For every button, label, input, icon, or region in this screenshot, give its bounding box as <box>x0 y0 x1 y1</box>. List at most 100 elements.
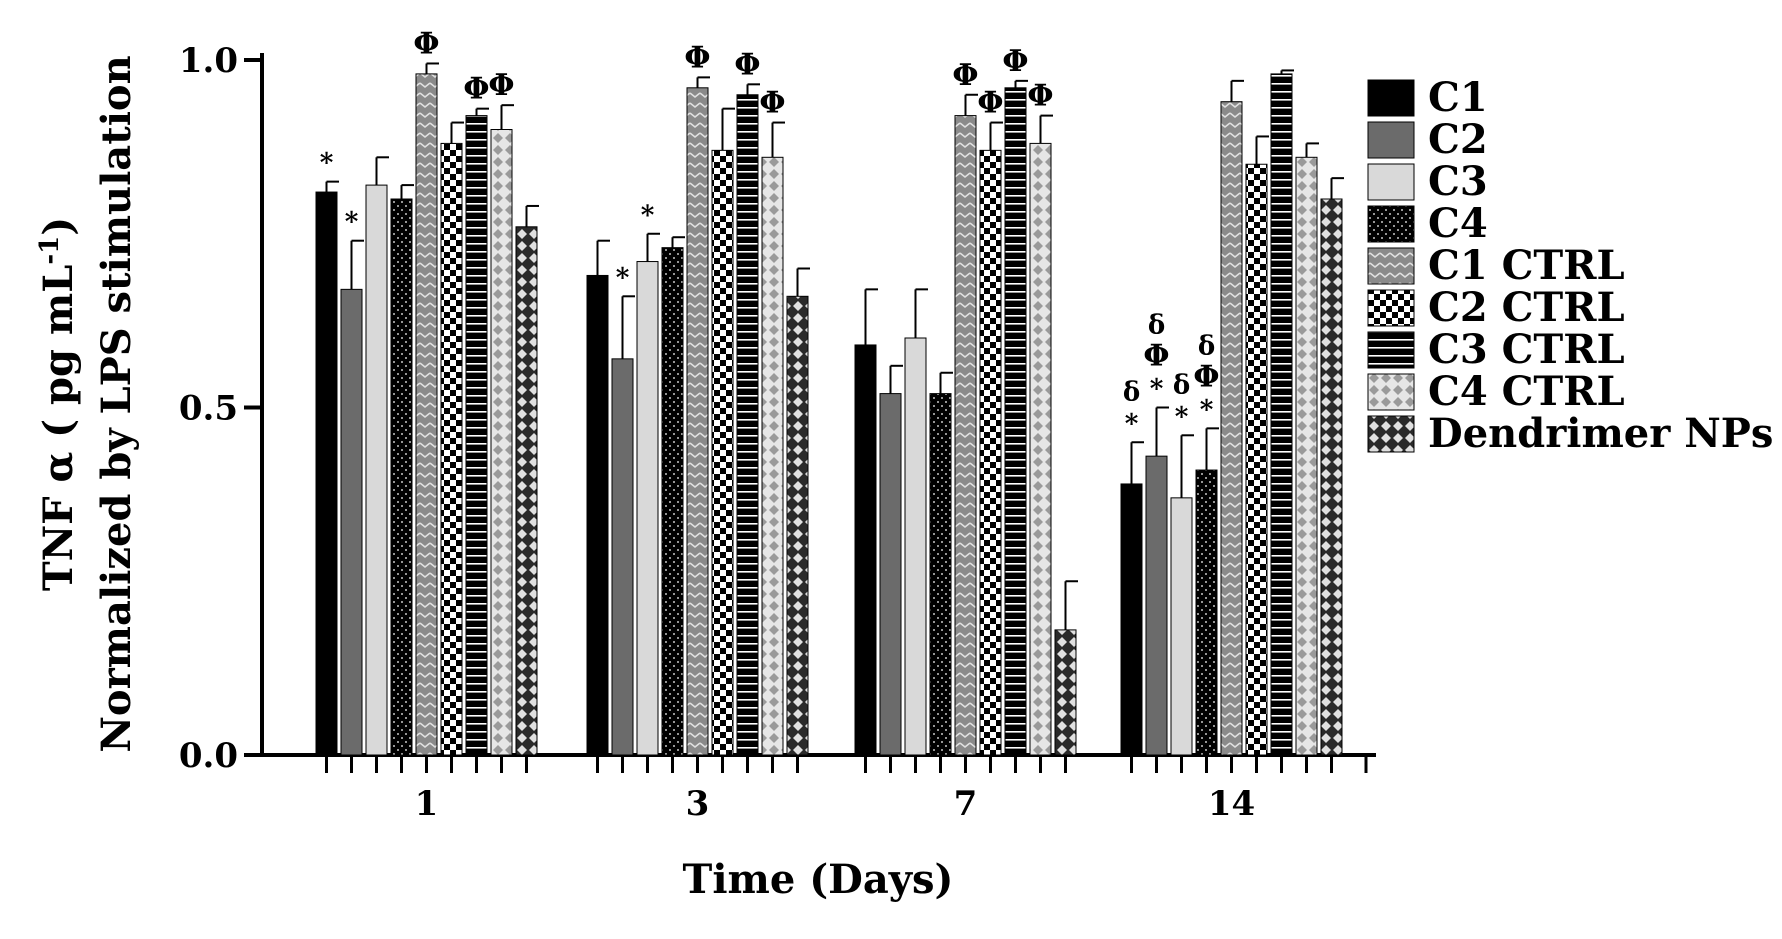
bar <box>1270 73 1293 756</box>
bar <box>490 129 513 756</box>
legend-swatch <box>1367 121 1415 159</box>
legend-swatch <box>1367 289 1415 327</box>
bar <box>1004 87 1027 756</box>
bar <box>904 337 927 756</box>
bar <box>661 247 684 756</box>
significance-mark: Φ <box>463 72 489 107</box>
significance-mark: Φ <box>684 40 710 75</box>
significance-mark: * <box>1125 409 1139 439</box>
bar <box>636 261 659 756</box>
bar <box>390 198 413 756</box>
bar <box>1220 101 1243 756</box>
bar <box>854 344 877 756</box>
bar <box>340 288 363 756</box>
significance-mark: Φ <box>977 86 1003 121</box>
bar <box>979 149 1002 756</box>
y-axis-title-line2: Normalized by LPS stimulation <box>93 55 140 752</box>
legend-label: C3 <box>1428 158 1488 205</box>
significance-mark: Φ <box>413 26 439 61</box>
bar <box>761 156 784 756</box>
legend-label: C4 CTRL <box>1428 368 1625 415</box>
legend-swatch <box>1367 415 1415 453</box>
bar <box>929 393 952 756</box>
bar <box>440 142 463 756</box>
legend-swatch <box>1367 331 1415 369</box>
y-tick-label: 0.0 <box>179 736 238 776</box>
legend-swatch <box>1367 205 1415 243</box>
significance-mark: δ <box>1198 331 1215 361</box>
bar <box>1295 156 1318 756</box>
bar <box>736 94 759 756</box>
legend-label: C1 CTRL <box>1428 242 1625 289</box>
legend-swatch <box>1367 163 1415 201</box>
bar <box>711 149 734 756</box>
significance-mark: δ <box>1148 311 1165 341</box>
bar <box>1029 142 1052 756</box>
bar <box>1320 198 1343 756</box>
bar <box>879 393 902 756</box>
legend-swatch <box>1367 247 1415 285</box>
y-axis-title-line1: TNF α ( pg mL <box>35 265 82 592</box>
x-tick-label: 7 <box>954 784 978 824</box>
bar <box>686 87 709 756</box>
x-tick-label: 14 <box>1208 784 1255 824</box>
bar <box>1195 469 1218 756</box>
significance-mark: * <box>345 208 359 238</box>
significance-mark: * <box>320 149 334 179</box>
significance-mark: * <box>1200 395 1214 425</box>
significance-mark: Φ <box>1193 359 1219 394</box>
x-tick-label: 3 <box>686 784 710 824</box>
legend-label: Dendrimer NPs <box>1428 410 1773 457</box>
y-axis-title-close: ) <box>35 217 82 236</box>
significance-mark: Φ <box>488 68 514 103</box>
bar <box>365 184 388 756</box>
significance-mark: * <box>616 263 630 293</box>
x-axis-title: Time (Days) <box>683 856 954 903</box>
significance-mark: * <box>1175 402 1189 432</box>
significance-mark: Φ <box>1002 44 1028 79</box>
legend-label: C2 CTRL <box>1428 284 1625 331</box>
y-ticks: 0.0 0.5 1.0 <box>179 41 262 776</box>
y-tick-label: 0.5 <box>179 389 238 429</box>
bar <box>786 295 809 756</box>
bar <box>515 226 538 756</box>
significance-mark: Φ <box>1027 79 1053 114</box>
x-minor-ticks <box>325 755 1368 773</box>
bar <box>1245 163 1268 756</box>
bar <box>1120 483 1143 756</box>
bar <box>415 73 438 756</box>
bar <box>611 358 634 756</box>
significance-mark: * <box>641 201 655 231</box>
legend-label: C2 <box>1428 116 1488 163</box>
bars <box>315 62 1344 756</box>
legend-swatch <box>1367 79 1415 117</box>
bar <box>1145 455 1168 756</box>
y-axis-title: TNF α ( pg mL-1) Normalized by LPS stimu… <box>35 55 140 752</box>
significance-mark: Φ <box>1143 339 1169 374</box>
bar <box>465 115 488 756</box>
significance-mark: Φ <box>952 58 978 93</box>
legend-label: C4 <box>1428 200 1488 247</box>
legend-label: C3 CTRL <box>1428 326 1625 373</box>
legend-swatch <box>1367 373 1415 411</box>
bar <box>315 191 338 756</box>
bar <box>1170 497 1193 756</box>
svg-text:TNF α ( pg mL-1): TNF α ( pg mL-1) <box>35 217 82 591</box>
significance-mark: δ <box>1173 370 1190 400</box>
significance-mark: Φ <box>734 47 760 82</box>
y-tick-label: 1.0 <box>179 41 238 81</box>
legend-label: C1 <box>1428 74 1488 121</box>
x-tick-label: 1 <box>415 784 439 824</box>
significance-mark: Φ <box>759 86 785 121</box>
bar <box>954 115 977 756</box>
bar <box>586 274 609 756</box>
significance-mark: * <box>1150 375 1164 405</box>
x-tick-labels: 1 3 7 14 <box>415 784 1256 824</box>
significance-mark: δ <box>1123 377 1140 407</box>
y-axis-title-superscript: -1 <box>35 236 65 265</box>
bar <box>1054 629 1077 756</box>
